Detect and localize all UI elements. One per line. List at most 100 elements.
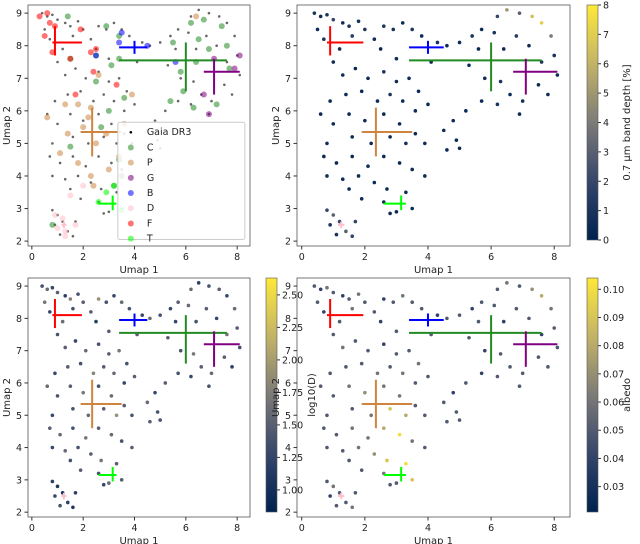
class-point-C <box>180 88 187 95</box>
gaia-point <box>407 76 411 81</box>
gaia-point <box>482 348 487 353</box>
gaia-point <box>476 319 481 324</box>
gaia-point <box>40 284 44 288</box>
x-tick-label: 8 <box>234 252 240 263</box>
centroid-cross-F <box>326 26 364 56</box>
gaia-point <box>71 34 75 38</box>
gaia-point <box>209 371 214 376</box>
y-tick-label: 4 <box>16 171 22 182</box>
gaia-point <box>63 177 67 181</box>
gaia-point <box>397 394 402 398</box>
legend-label: C <box>147 142 154 153</box>
gaia-point <box>117 348 121 353</box>
gaia-point <box>391 27 396 32</box>
gaia-point <box>114 413 119 418</box>
x-tick-label: 0 <box>29 523 35 534</box>
gaia-point <box>381 384 386 388</box>
gaia-point <box>350 306 355 311</box>
gaia-point <box>381 69 386 74</box>
class-point-P <box>105 166 112 173</box>
colorbar-label: log10(D) <box>307 373 318 417</box>
gaia-point <box>119 439 124 443</box>
gaia-point <box>536 82 541 87</box>
gaia-point <box>104 300 109 305</box>
centroid-cross-B <box>409 313 444 327</box>
class-point-G <box>231 65 238 72</box>
gaia-point <box>410 478 414 482</box>
class-point-F <box>90 68 97 75</box>
gaia-point <box>347 458 351 463</box>
gaia-point <box>128 34 131 38</box>
axes-frame <box>27 4 251 247</box>
gaia-point <box>353 490 358 495</box>
gaia-point <box>331 290 336 295</box>
centroid-cross-C <box>119 315 227 364</box>
class-point-F <box>46 19 53 26</box>
gaia-point <box>73 339 78 343</box>
centroid-cross-C <box>409 42 542 92</box>
gaia-point <box>347 297 351 301</box>
centroid-cross-D <box>61 221 67 229</box>
gaia-point <box>328 223 332 227</box>
gaia-point <box>356 174 361 178</box>
gaia-point <box>207 11 211 15</box>
gaia-point <box>498 79 503 84</box>
gaia-point <box>110 161 113 165</box>
gaia-point <box>148 419 152 424</box>
centroid-cross-D <box>338 492 345 500</box>
gaia-point <box>328 99 332 103</box>
gaia-point <box>423 413 427 418</box>
gaia-point <box>107 352 111 356</box>
gaia-point <box>337 319 342 324</box>
gaia-point <box>457 418 462 422</box>
gaia-point <box>394 79 399 84</box>
gaia-point <box>539 293 544 298</box>
legend-marker-F <box>127 220 134 227</box>
gaia-point <box>74 67 77 70</box>
gaia-point <box>508 92 512 97</box>
gaia-point <box>232 306 237 311</box>
gaia-point <box>381 112 386 116</box>
gaia-point <box>53 371 57 376</box>
gaia-point <box>140 313 145 317</box>
gaia-point <box>99 187 103 191</box>
gaia-point <box>356 445 361 450</box>
gaia-point <box>83 348 88 353</box>
colorbar: 1.00 1.25 1.50 1.75 2.00 2.25 2.50 log10(D) <box>265 277 318 513</box>
gaia-point <box>435 40 440 45</box>
gaia-point <box>91 371 96 376</box>
colorbar: 0.03 0.04 0.05 0.06 0.07 0.08 0.09 0.10 albedo <box>586 277 633 513</box>
gaia-point <box>50 479 55 484</box>
gaia-point <box>225 21 229 25</box>
colorbar-tick-label: 6 <box>603 59 609 70</box>
class-point-P <box>193 13 200 20</box>
class-point-C <box>205 45 212 52</box>
gaia-point <box>501 47 506 51</box>
gaia-point <box>63 21 67 25</box>
legend-label: D <box>147 203 154 214</box>
gaia-point <box>366 348 370 353</box>
gaia-point <box>65 500 70 505</box>
gaia-point <box>555 345 560 350</box>
gaia-point <box>318 112 323 116</box>
gaia-point <box>353 66 358 71</box>
gaia-point <box>344 500 348 505</box>
centroid-cross-P <box>361 107 413 157</box>
gaia-point <box>366 76 370 81</box>
class-point-C <box>195 36 202 43</box>
class-point-C <box>177 68 184 75</box>
class-point-P <box>80 124 87 131</box>
gaia-point <box>375 371 380 376</box>
colorbar-tick-label: 0.05 <box>603 426 624 437</box>
colorbar-tick-label: 0.07 <box>603 369 624 380</box>
gaia-point <box>331 394 336 398</box>
gaia-point <box>445 43 449 48</box>
gaia-point <box>122 381 127 385</box>
gaia-point <box>56 18 59 21</box>
gaia-point <box>96 426 101 430</box>
class-point-D <box>80 182 87 189</box>
x-tick-label: 0 <box>299 523 305 534</box>
centroid-cross-T <box>98 466 117 482</box>
gaia-point <box>55 290 60 295</box>
